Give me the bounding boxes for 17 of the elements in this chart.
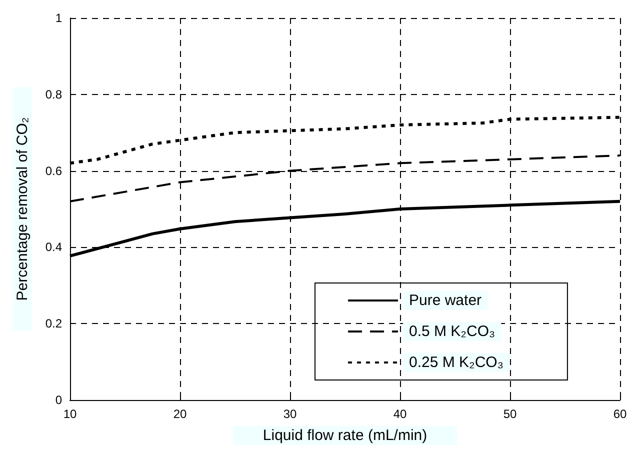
x-tick-label: 60: [613, 407, 627, 421]
y-tick-label: 0: [55, 393, 62, 407]
legend-label: 0.25 M K₂CO₃: [409, 354, 504, 371]
legend-label: 0.5 M K₂CO₃: [409, 323, 496, 340]
legend-label: Pure water: [409, 292, 482, 309]
y-tick-label: 0.8: [45, 87, 62, 102]
y-tick-label: 1: [55, 11, 62, 25]
y-axis-title: Percentage removal of CO₂: [14, 117, 31, 301]
x-tick-label: 50: [503, 407, 517, 421]
y-tick-label: 0.2: [45, 316, 62, 331]
x-axis-title: Liquid flow rate (mL/min): [262, 427, 428, 444]
y-tick-label: 0.6: [45, 164, 62, 178]
y-tick-label: 0.4: [45, 240, 62, 254]
x-tick-label: 30: [283, 407, 297, 421]
x-tick-label: 40: [393, 407, 407, 421]
x-tick-label: 20: [173, 407, 187, 421]
x-tick-label: 10: [63, 407, 77, 421]
